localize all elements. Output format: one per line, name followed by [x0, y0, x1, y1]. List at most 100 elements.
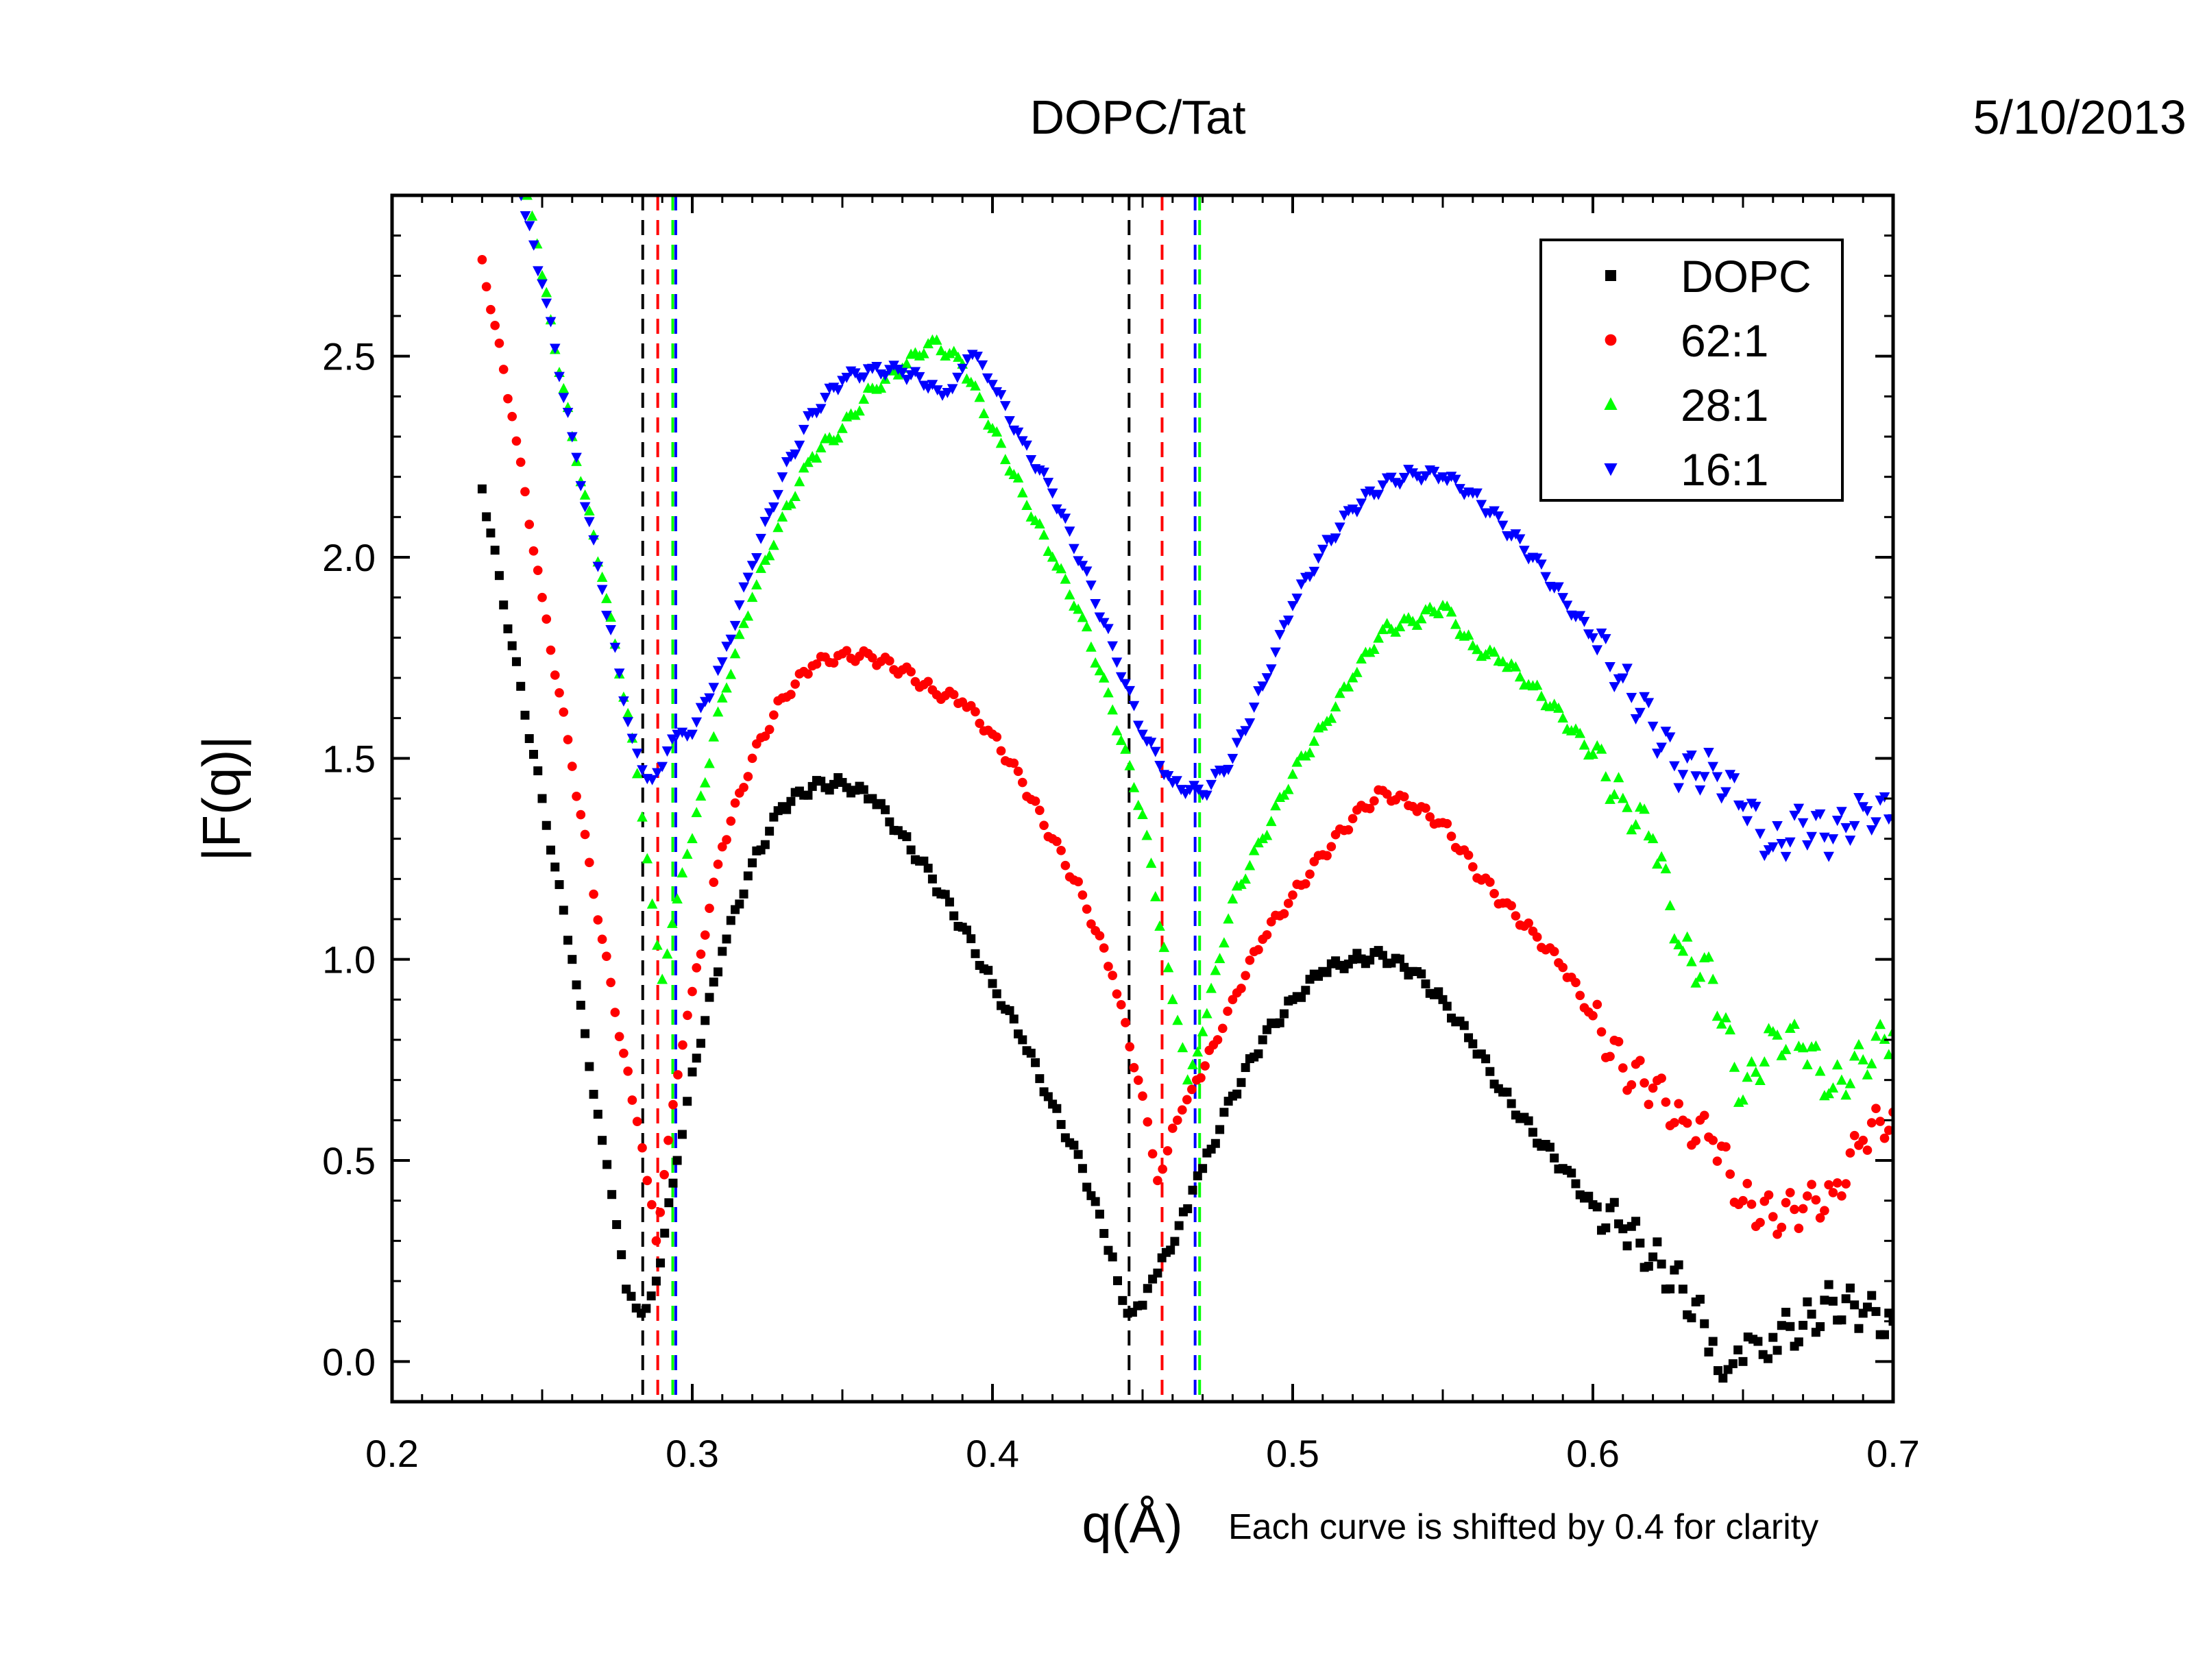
data-point [1433, 818, 1443, 828]
data-point [885, 817, 894, 827]
data-point [862, 382, 874, 393]
data-point [906, 845, 916, 855]
data-point [657, 762, 668, 772]
data-point [984, 966, 993, 975]
data-point [584, 517, 595, 528]
data-point [1094, 665, 1106, 676]
data-point [1154, 920, 1165, 931]
data-point [1334, 687, 1345, 698]
data-point [1507, 901, 1516, 911]
data-point [1528, 1128, 1537, 1137]
data-point [1790, 1204, 1799, 1215]
data-point [967, 350, 978, 361]
data-point [1330, 701, 1341, 711]
data-point [764, 550, 775, 561]
data-point [699, 777, 711, 788]
x-tick-label: 0.6 [1566, 1432, 1620, 1475]
data-point [584, 505, 595, 516]
data-point [1485, 877, 1495, 887]
data-point [652, 939, 663, 950]
data-point [768, 539, 779, 550]
data-point [1657, 1259, 1666, 1269]
data-point [1219, 1108, 1229, 1117]
data-point [579, 489, 591, 500]
data-point [1666, 1284, 1675, 1293]
data-point [1404, 970, 1413, 979]
data-point [1043, 1092, 1053, 1101]
data-point [1021, 440, 1032, 451]
data-point [1170, 1237, 1180, 1246]
data-point [1254, 945, 1263, 955]
data-point [1064, 589, 1075, 600]
data-point [743, 772, 753, 781]
legend-label: 28:1 [1681, 380, 1768, 430]
data-point [1077, 561, 1088, 572]
data-point [837, 422, 848, 433]
data-point [1241, 971, 1250, 981]
data-point [982, 419, 994, 430]
data-point [1060, 573, 1071, 584]
data-point [918, 380, 929, 391]
data-point [1883, 1049, 1893, 1060]
data-point [637, 811, 648, 822]
data-point [1648, 1083, 1658, 1093]
data-point [1132, 720, 1144, 731]
data-point [1609, 788, 1620, 799]
data-point [739, 782, 748, 792]
data-point [1081, 566, 1093, 577]
data-point [1640, 1078, 1649, 1088]
data-point [1356, 498, 1367, 509]
data-point [1103, 687, 1114, 698]
data-point [1095, 931, 1105, 941]
data-point [692, 1054, 701, 1063]
y-axis-label: |F(q)| [191, 735, 252, 862]
data-point [1601, 1223, 1611, 1232]
data-point [1670, 1118, 1679, 1128]
data-point [520, 487, 530, 497]
data-point [794, 440, 805, 451]
data-point [541, 820, 551, 830]
data-point [1025, 454, 1037, 465]
data-point [1021, 500, 1032, 511]
data-point [983, 725, 993, 735]
data-point [1653, 1237, 1662, 1247]
data-point [759, 517, 771, 528]
data-point [623, 1066, 633, 1076]
data-point [1725, 1169, 1735, 1179]
data-point [1686, 751, 1697, 761]
data-point [1472, 488, 1483, 499]
data-point [859, 785, 868, 794]
data-point [1831, 1059, 1843, 1070]
data-point [1720, 787, 1731, 798]
data-point [931, 385, 943, 396]
legend-marker [1604, 463, 1618, 476]
data-point [1162, 962, 1174, 973]
data-point [1714, 1366, 1722, 1376]
data-point [1343, 825, 1354, 835]
data-point [1707, 762, 1718, 772]
data-point [1196, 1073, 1206, 1083]
data-point [999, 401, 1011, 412]
data-point [1128, 701, 1140, 711]
data-point [1510, 661, 1522, 672]
data-point [1820, 1295, 1829, 1305]
legend-marker [1605, 334, 1617, 346]
data-point [1128, 781, 1140, 792]
data-point [1763, 1023, 1775, 1034]
data-point [746, 561, 758, 572]
data-point [1326, 842, 1337, 852]
data-point [1171, 776, 1182, 787]
data-point [1069, 544, 1080, 555]
data-point [1494, 1084, 1503, 1093]
data-point [1514, 534, 1526, 545]
data-point [1227, 753, 1239, 764]
data-point [631, 1303, 641, 1313]
data-point [1879, 792, 1890, 803]
data-point [1248, 844, 1260, 855]
data-point [1862, 806, 1873, 817]
data-point [490, 546, 500, 555]
data-point [1549, 947, 1559, 957]
data-point [1523, 679, 1534, 690]
data-point [622, 707, 633, 718]
data-point [1038, 529, 1049, 540]
